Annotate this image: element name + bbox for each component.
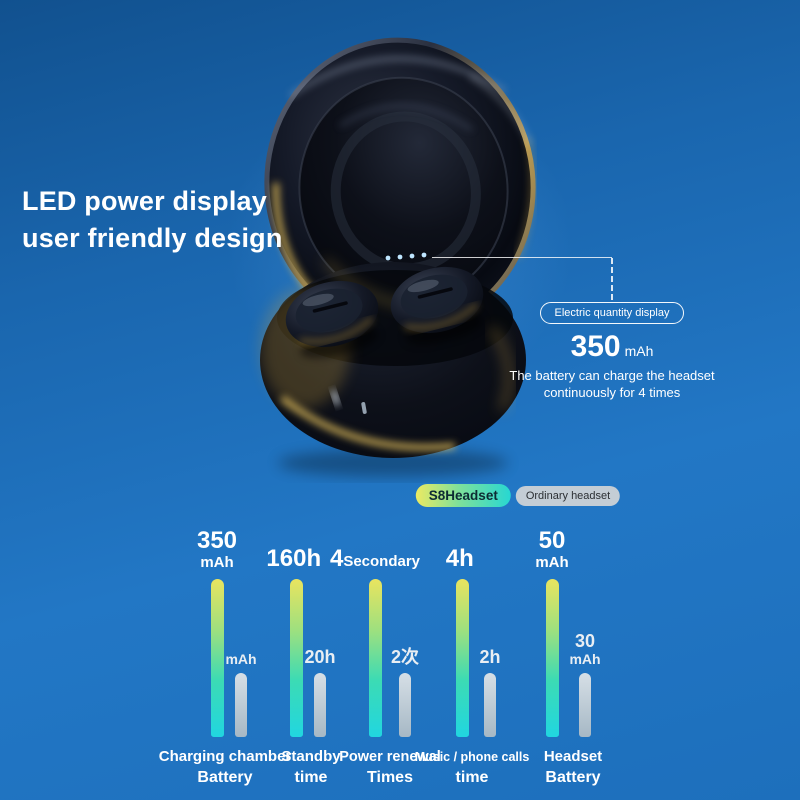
category-label: Standby time (281, 748, 341, 786)
earbud-right (390, 266, 484, 345)
s8-value-label: 4Secondary (329, 545, 421, 572)
chart-group-power-renewal: 4Secondary 2次 Power renewal Times (0, 515, 800, 800)
headline: LED power display user friendly design (22, 183, 283, 257)
s8-value-label: 4h (445, 545, 474, 572)
legend-s8-pill: S8Headset (415, 484, 511, 507)
callout-dashed-line (611, 258, 613, 300)
ordinary-value-label: mAh (225, 651, 257, 667)
chart-group-music-calls: 4h 2h Music / phone calls time (0, 515, 800, 800)
s8-value-label: 160h (266, 545, 322, 572)
s8-bar (210, 579, 224, 737)
legend-ordinary-pill: Ordinary headset (515, 485, 621, 506)
chart-group-standby-time: 160h 20h Standby time (0, 515, 800, 800)
category-label: Music / phone calls time (414, 750, 530, 786)
battery-unit: mAh (624, 343, 654, 359)
battery-capacity: 350 mAh (492, 331, 732, 363)
category-label: Charging chamber Battery (158, 748, 292, 786)
battery-value: 350 (570, 330, 621, 363)
chart-legend: S8Headset Ordinary headset (415, 484, 621, 507)
category-label: Headset Battery (543, 748, 603, 786)
s8-bar (455, 579, 469, 737)
s8-value-label: 350 mAh (196, 527, 238, 572)
ordinary-value-label: 2次 (390, 647, 420, 667)
callout-badge: Electric quantity display (539, 302, 685, 324)
s8-bar (289, 579, 303, 737)
callout-connector-line (432, 257, 612, 258)
earbud-left (285, 280, 379, 359)
ordinary-value-label: 30 mAh (569, 631, 601, 667)
s8-bar (368, 579, 382, 737)
headline-line1: LED power display (22, 186, 267, 216)
ordinary-bar (235, 673, 247, 737)
ordinary-bar (579, 673, 591, 737)
ordinary-bar (399, 673, 411, 737)
comparison-chart: 350 mAh mAh Charging chamber Battery 160… (0, 515, 800, 800)
s8-bar (545, 579, 559, 737)
category-label: Power renewal Times (339, 749, 441, 786)
led-indicators (385, 252, 427, 261)
headline-line2: user friendly design (22, 223, 283, 253)
ordinary-value-label: 20h (304, 647, 336, 667)
s8-value-label: 50 mAh (535, 527, 569, 572)
battery-callout: Electric quantity display 350 mAh The ba… (492, 302, 732, 401)
ordinary-value-label: 2h (479, 647, 501, 667)
chart-group-headset-battery: 50 mAh 30 mAh Headset Battery (0, 515, 800, 800)
battery-description: The battery can charge the headset conti… (509, 368, 715, 400)
chart-group-charging-chamber: 350 mAh mAh Charging chamber Battery (0, 515, 800, 800)
ordinary-bar (314, 673, 326, 737)
ordinary-bar (484, 673, 496, 737)
